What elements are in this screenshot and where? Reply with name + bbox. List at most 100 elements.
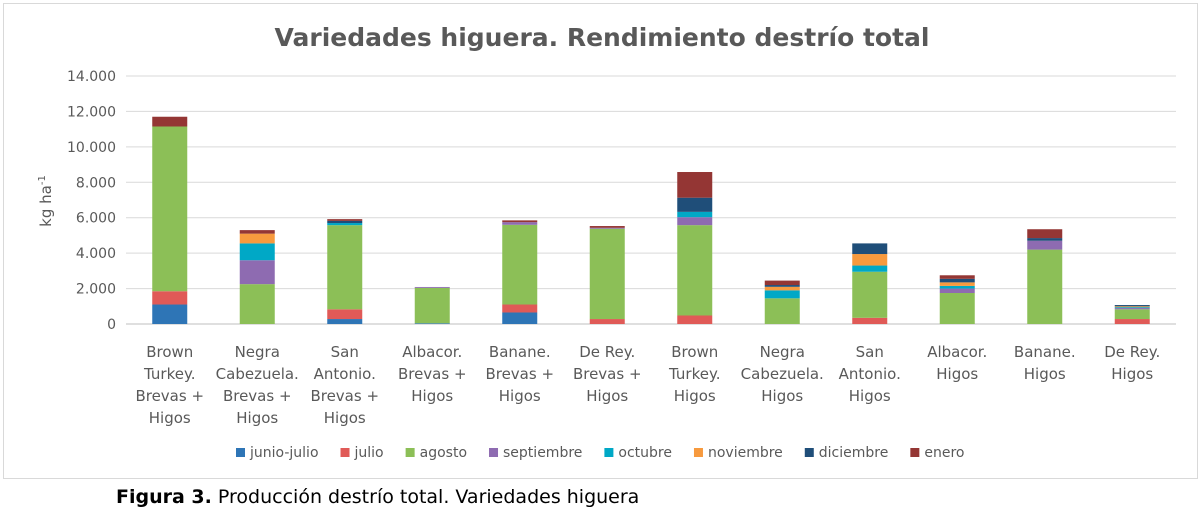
bar-segment-septiembre [239,260,275,285]
bar-segment-octubre [852,265,888,272]
legend: junio-julio julio agosto septiembre octubre n… [236,445,964,461]
bar-segment-julio [1114,319,1150,324]
y-tick-label: 4.000 [76,246,116,262]
bar-segment-enero [939,275,975,279]
bar-segment-enero [1027,229,1063,239]
bar-segment-octubre [1114,307,1150,309]
bar-segment-septiembre [1114,308,1150,310]
x-category-label: De Rey. Higos [1104,343,1160,383]
bar-segment-julio [589,319,625,324]
bar-segment-septiembre [677,217,713,226]
legend-swatch [804,448,814,457]
y-tick-label: 0 [107,317,116,333]
legend-swatch [489,448,499,457]
x-category-label: Brown Turkey. Brevas + Higos [135,343,204,427]
bar-segment-agosto [1114,309,1150,320]
x-category-label: De Rey. Brevas + Higos [573,343,642,405]
bars [152,116,1150,324]
legend-label: enero [924,445,964,461]
bar-segment-diciembre [1027,238,1063,241]
chart-title: Variedades higuera. Rendimiento destrío … [275,23,930,52]
bar-segment-agosto [677,225,713,316]
legend-swatch [604,448,614,457]
bar-segment-octubre [327,223,363,226]
bar-segment-septiembre [1027,240,1063,250]
x-category-label: Albacor. Higos [927,343,987,383]
bar-segment-agosto [939,293,975,324]
legend-swatch [693,448,703,457]
y-axis-label: kg ha-1 [37,175,55,227]
y-axis-label-superscript: -1 [37,175,48,185]
y-tick-label: 10.000 [67,140,116,156]
bar-segment-junio-julio [152,304,188,324]
x-category-label: Negra Cabezuela. Higos [741,343,824,405]
figure-caption: Figura 3. Producción destrío total. Vari… [116,486,639,508]
x-category-label: Negra Cabezuela. Brevas + Higos [216,343,299,427]
bar-segment-noviembre [939,282,975,286]
bar-segment-diciembre [764,285,800,287]
bar-segment-agosto [239,284,275,324]
stacked-bar-chart: Variedades higuera. Rendimiento destrío … [37,23,1176,461]
bar-segment-octubre [764,290,800,299]
bar-segment-enero [152,116,188,127]
bar-segment-noviembre [852,254,888,266]
bar-segment-julio [327,309,363,320]
bar-segment-diciembre [852,243,888,255]
bar-segment-enero [677,172,713,198]
y-tick-label: 8.000 [76,175,116,191]
bar-segment-junio-julio [327,319,363,324]
legend-label: noviembre [708,445,783,461]
bar-segment-julio [152,291,188,305]
bar-segment-agosto [327,225,363,310]
bar-segment-octubre [239,243,275,261]
bar-segment-septiembre [414,286,450,288]
bar-segment-enero [589,226,625,228]
bar-segment-agosto [414,287,450,324]
bar-segment-noviembre [239,233,275,244]
caption-label: Figura 3. [116,486,212,508]
bar-segment-septiembre [939,288,975,293]
bar-segment-enero [502,220,538,223]
legend-label: octubre [618,445,672,461]
bar-segment-junio-julio [414,323,450,324]
gridlines [126,75,1176,325]
bar-segment-julio [852,317,888,324]
bar-segment-junio-julio [502,312,538,324]
bar-segment-diciembre [939,278,975,283]
legend-label: julio [354,445,384,461]
x-category-label: San Antonio. Brevas + Higos [310,343,379,427]
bar-segment-julio [677,315,713,324]
bar-segment-diciembre [327,220,363,224]
legend-label: septiembre [503,445,582,461]
y-tick-label: 2.000 [76,282,116,298]
bar-segment-septiembre [589,227,625,229]
y-tick-label: 14.000 [67,69,116,85]
bar-segment-agosto [502,224,538,305]
legend-swatch [340,448,350,457]
bar-segment-octubre [939,285,975,289]
bar-segment-agosto [852,271,888,318]
bar-segment-enero [764,280,800,286]
bar-segment-julio [502,304,538,313]
y-axis-tick-labels: 0 2.000 4.000 6.000 8.000 10.000 12.000 14.000 [67,69,116,333]
x-category-label: Banane. Higos [1014,343,1076,383]
bar-segment-diciembre [677,197,713,212]
chart-frame: Variedades higuera. Rendimiento destrío … [3,3,1198,479]
x-category-label: Albacor. Brevas + Higos [398,343,467,405]
bar-segment-enero [239,230,275,234]
bar-segment-noviembre [764,286,800,291]
bar-segment-octubre [677,211,713,218]
x-category-label: San Antonio. Higos [839,343,901,405]
bar-segment-septiembre [502,222,538,225]
legend-swatch [405,448,415,457]
x-category-label: Banane. Brevas + Higos [485,343,554,405]
x-category-label: Brown Turkey. Higos [668,343,720,405]
bar-segment-agosto [152,126,188,292]
y-axis-label-main: kg ha [37,185,55,227]
bar-segment-agosto [1027,249,1063,324]
legend-label: junio-julio [249,445,319,461]
bar-segment-enero [327,219,363,221]
bar-segment-agosto [764,298,800,324]
y-tick-label: 6.000 [76,211,116,227]
